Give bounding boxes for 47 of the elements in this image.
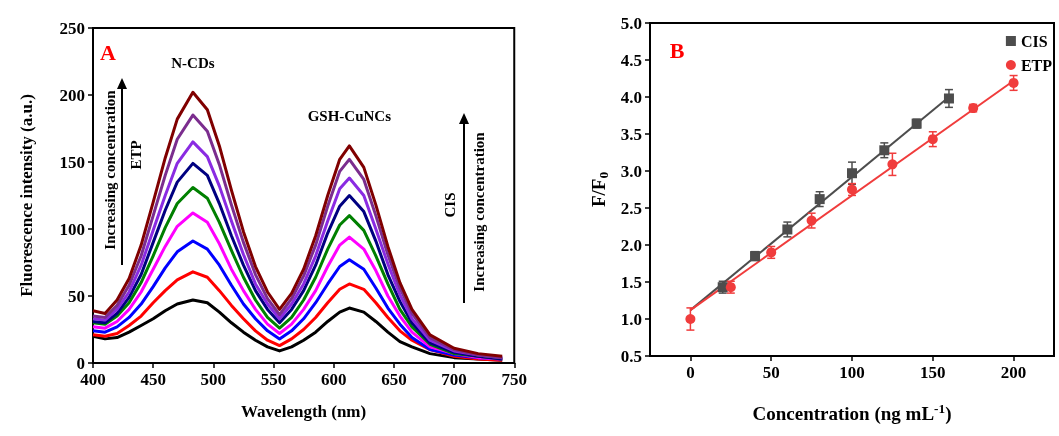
x-tick-label: 450 — [140, 370, 166, 389]
y-tick-label: 3.0 — [620, 161, 642, 181]
y-axis-title: F/F0 — [588, 171, 611, 208]
x-tick-label: 650 — [381, 370, 407, 389]
x-axis-title: Wavelength (nm) — [241, 402, 367, 421]
y-tick-label: 100 — [59, 219, 85, 239]
x-tick-label: 200 — [1000, 363, 1027, 382]
x-tick-label: 150 — [920, 363, 946, 382]
x-tick-label: 600 — [320, 370, 347, 389]
y-tick-label: 5.0 — [620, 13, 642, 33]
y-tick-label: 150 — [59, 152, 85, 172]
point — [847, 168, 857, 179]
annotation: N-CDs — [171, 54, 215, 71]
x-tick-label: 50 — [762, 363, 780, 382]
x-tick-label: 500 — [200, 370, 227, 389]
x-tick-label: 550 — [260, 370, 287, 389]
annotation: B — [669, 37, 685, 63]
y-tick-label: 1.5 — [620, 272, 642, 292]
point — [887, 159, 898, 170]
point — [943, 93, 954, 104]
y-tick-label: 200 — [59, 85, 85, 105]
point — [685, 314, 696, 324]
point — [1008, 77, 1019, 88]
annotation: A — [100, 39, 117, 65]
annotation: Increasing concentration — [471, 131, 487, 292]
annotation: Increasing concentration — [102, 89, 118, 250]
y-tick-label: 250 — [59, 18, 85, 38]
x-tick-label: 700 — [441, 370, 467, 389]
x-tick-label: 750 — [501, 370, 527, 389]
annotation: CIS — [442, 192, 458, 218]
y-axis-title: Fluorescence intensity (a.u.) — [17, 94, 36, 297]
y-tick-label: 2.5 — [620, 198, 642, 218]
x-tick-label: 0 — [686, 363, 695, 382]
x-tick-label: 400 — [80, 370, 106, 389]
annotation: GSH-CuNCs — [307, 108, 392, 125]
point — [814, 194, 825, 205]
y-tick-label: 2.0 — [620, 235, 642, 255]
legend-label: CIS — [1020, 32, 1048, 50]
y-tick-label: 4.0 — [620, 87, 642, 107]
y-tick-label: 4.5 — [620, 50, 642, 70]
legend-label: ETP — [1020, 56, 1053, 74]
y-tick-label: 50 — [68, 286, 85, 306]
annotation: ETP — [128, 140, 144, 170]
y-tick-label: 1.0 — [620, 309, 642, 329]
x-tick-label: 100 — [839, 363, 865, 382]
y-tick-label: 3.5 — [620, 124, 642, 144]
y-tick-label: 0.5 — [620, 346, 642, 366]
